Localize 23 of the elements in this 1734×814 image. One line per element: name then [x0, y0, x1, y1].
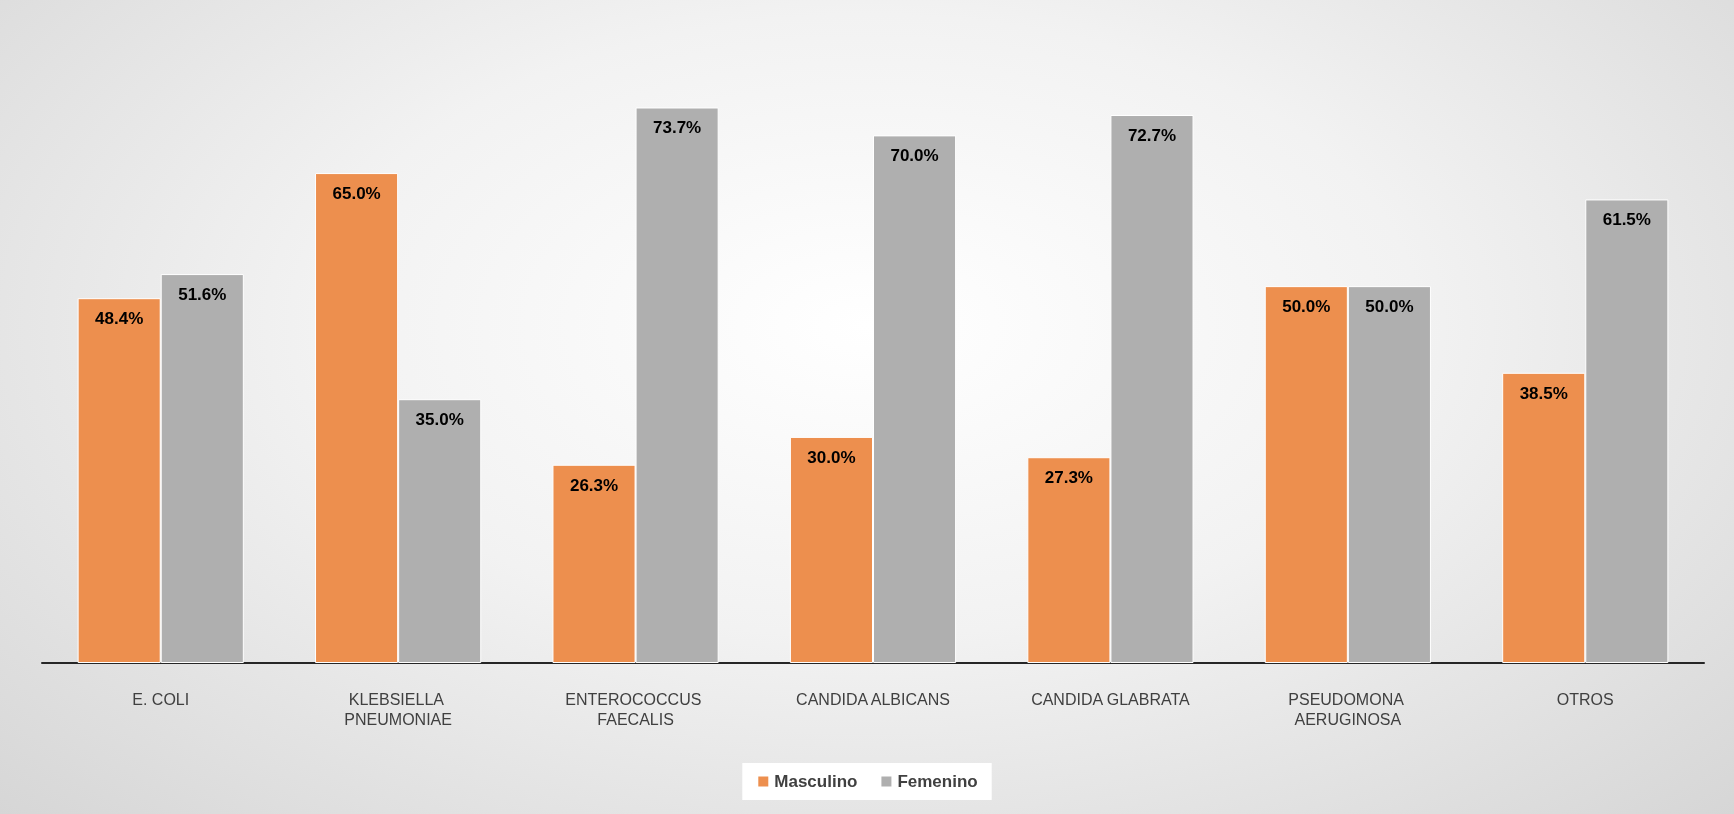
data-label: 61.5%: [1602, 210, 1651, 230]
x-tick-label: CANDIDA GLABRATA: [1031, 690, 1191, 708]
data-label: 50.0%: [1365, 297, 1414, 317]
x-tick-label: ENTEROCOCCUS FAECALIS: [565, 690, 706, 728]
data-label: 38.5%: [1519, 383, 1568, 403]
x-tick-label: KLEBSIELLA PNEUMONIAE: [344, 690, 452, 728]
data-label: 51.6%: [178, 285, 227, 305]
data-label: 70.0%: [890, 146, 939, 166]
data-label: 27.3%: [1044, 468, 1093, 488]
x-tick-label: PSEUDOMONA AERUGINOSA: [1288, 690, 1408, 728]
data-label: 30.0%: [807, 447, 856, 467]
data-label: 50.0%: [1282, 297, 1331, 317]
legend-label: Femenino: [897, 772, 978, 791]
data-label: 48.4%: [95, 309, 144, 329]
data-label: 72.7%: [1127, 126, 1177, 146]
legend-label: Masculino: [774, 772, 858, 791]
data-label: 26.3%: [569, 475, 619, 495]
x-tick-label: E. COLI: [132, 690, 190, 708]
x-tick-label: OTROS: [1556, 690, 1614, 708]
x-tick-label: CANDIDA ALBICANS: [796, 690, 950, 708]
data-label: 35.0%: [415, 410, 464, 430]
data-label: 65.0%: [332, 184, 381, 204]
data-label: 73.7%: [653, 118, 702, 138]
